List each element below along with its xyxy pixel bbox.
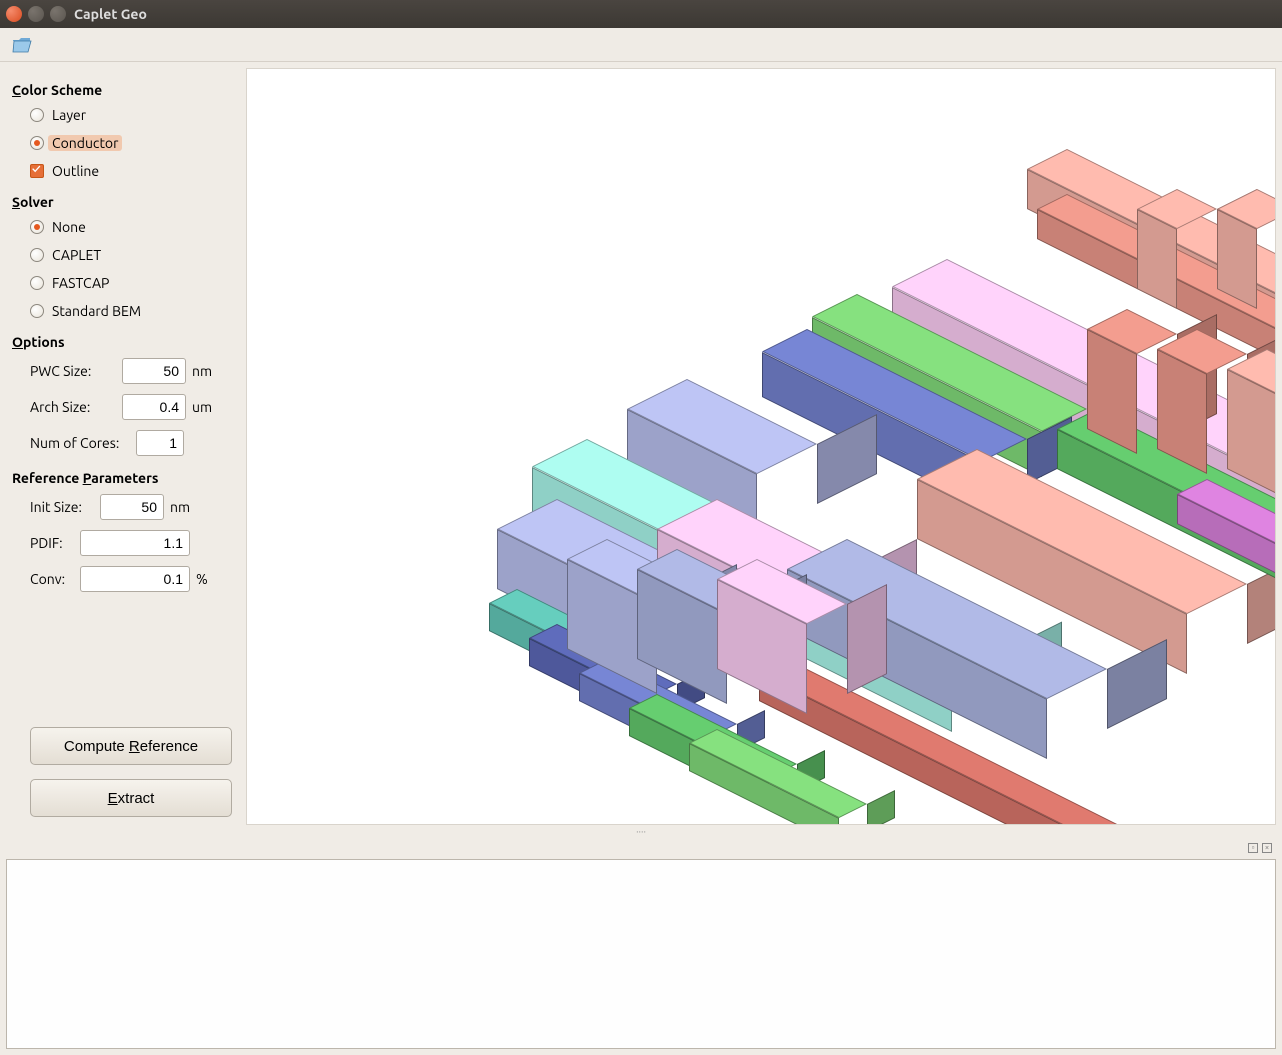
radio-layer[interactable]: Layer	[30, 104, 232, 126]
init-size-unit: nm	[170, 499, 196, 515]
init-size-input[interactable]	[100, 494, 164, 520]
3d-viewport[interactable]	[246, 68, 1276, 825]
pwc-size-unit: nm	[192, 363, 218, 379]
check-outline[interactable]: Outline	[30, 160, 232, 182]
pwc-size-row: PWC Size: nm	[30, 356, 232, 386]
radio-icon	[30, 108, 44, 122]
num-cores-row: Num of Cores:	[30, 428, 232, 458]
maximize-icon[interactable]	[50, 6, 66, 22]
pdif-input[interactable]	[80, 530, 190, 556]
num-cores-input[interactable]	[136, 430, 184, 456]
window-controls	[6, 6, 66, 22]
sidebar: Color Scheme Layer Conductor Outline Sol…	[6, 68, 238, 825]
radio-caplet[interactable]: CAPLET	[30, 244, 232, 266]
undock-icon[interactable]: ▫	[1248, 843, 1258, 853]
pdif-row: PDIF:	[30, 528, 232, 558]
arch-size-row: Arch Size: um	[30, 392, 232, 422]
conv-label: Conv:	[30, 571, 74, 587]
conv-input[interactable]	[80, 566, 190, 592]
arch-size-input[interactable]	[122, 394, 186, 420]
radio-standard-bem[interactable]: Standard BEM	[30, 300, 232, 322]
radio-label: None	[52, 219, 86, 235]
window-title: Caplet Geo	[74, 6, 147, 22]
open-file-icon[interactable]	[8, 32, 36, 58]
console-panel-controls: ▫ ×	[6, 841, 1276, 855]
conv-row: Conv: %	[30, 564, 232, 594]
radio-icon	[30, 304, 44, 318]
title-bar: Caplet Geo	[0, 0, 1282, 28]
radio-label: Standard BEM	[52, 303, 141, 319]
init-size-label: Init Size:	[30, 499, 94, 515]
options-heading: Options	[12, 334, 232, 350]
close-panel-icon[interactable]: ×	[1262, 843, 1272, 853]
radio-icon	[30, 220, 44, 234]
splitter-handle[interactable]: ····	[6, 829, 1276, 837]
pwc-size-label: PWC Size:	[30, 363, 116, 379]
radio-fastcap[interactable]: FASTCAP	[30, 272, 232, 294]
color-scheme-heading: Color Scheme	[12, 82, 232, 98]
radio-conductor[interactable]: Conductor	[30, 132, 232, 154]
radio-none[interactable]: None	[30, 216, 232, 238]
radio-label: Conductor	[48, 135, 122, 151]
reference-params-heading: Reference Parameters	[12, 470, 232, 486]
radio-icon	[30, 276, 44, 290]
console-output[interactable]	[6, 859, 1276, 1049]
solver-heading: Solver	[12, 194, 232, 210]
compute-reference-button[interactable]: Compute Reference	[30, 727, 232, 765]
arch-size-label: Arch Size:	[30, 399, 116, 415]
radio-label: CAPLET	[52, 247, 101, 263]
close-icon[interactable]	[6, 6, 22, 22]
conv-unit: %	[196, 571, 222, 587]
checkbox-icon	[30, 164, 44, 178]
num-cores-label: Num of Cores:	[30, 435, 130, 451]
pwc-size-input[interactable]	[122, 358, 186, 384]
radio-icon	[30, 136, 44, 150]
radio-label: FASTCAP	[52, 275, 109, 291]
checkbox-label: Outline	[52, 163, 99, 179]
init-size-row: Init Size: nm	[30, 492, 232, 522]
radio-label: Layer	[52, 107, 86, 123]
minimize-icon[interactable]	[28, 6, 44, 22]
radio-icon	[30, 248, 44, 262]
toolbar	[0, 28, 1282, 62]
arch-size-unit: um	[192, 399, 218, 415]
pdif-label: PDIF:	[30, 535, 74, 551]
extract-button[interactable]: Extract	[30, 779, 232, 817]
